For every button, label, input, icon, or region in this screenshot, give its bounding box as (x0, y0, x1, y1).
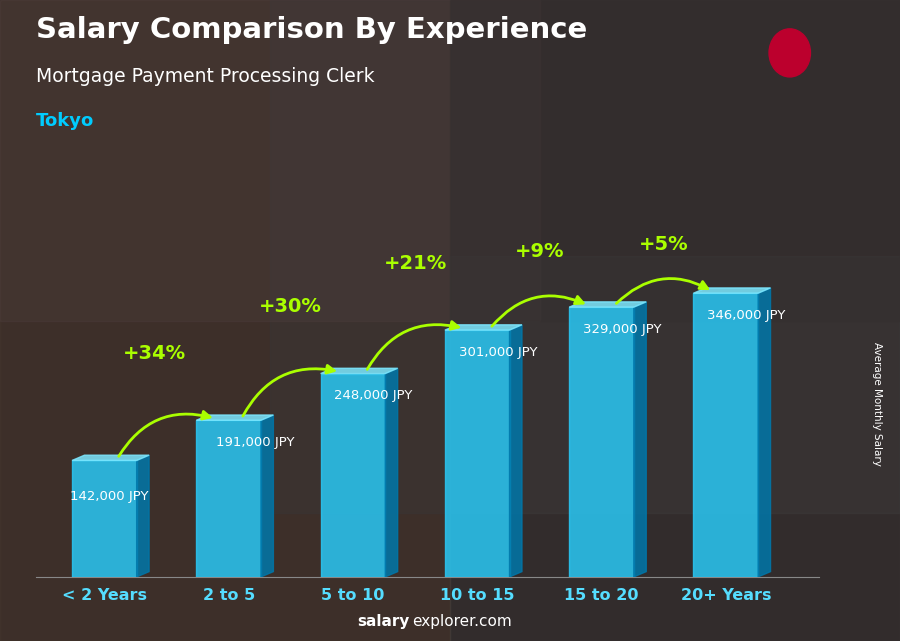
Text: 329,000 JPY: 329,000 JPY (583, 323, 662, 336)
Circle shape (769, 29, 811, 77)
Polygon shape (72, 460, 137, 577)
Polygon shape (385, 369, 398, 577)
Text: Average Monthly Salary: Average Monthly Salary (872, 342, 883, 466)
Polygon shape (320, 374, 385, 577)
Polygon shape (694, 288, 770, 293)
Polygon shape (445, 325, 522, 330)
Text: +34%: +34% (122, 344, 185, 363)
Text: 248,000 JPY: 248,000 JPY (334, 390, 413, 403)
Text: +21%: +21% (383, 254, 446, 273)
Text: +5%: +5% (639, 235, 688, 254)
Polygon shape (569, 307, 634, 577)
Polygon shape (445, 330, 509, 577)
Polygon shape (634, 302, 646, 577)
Polygon shape (569, 302, 646, 307)
Bar (0, 0, 450, 641)
Polygon shape (320, 369, 398, 374)
Text: 191,000 JPY: 191,000 JPY (216, 436, 294, 449)
Text: +30%: +30% (259, 297, 322, 317)
Polygon shape (196, 420, 261, 577)
Polygon shape (261, 415, 274, 577)
Text: 301,000 JPY: 301,000 JPY (459, 346, 537, 359)
Text: Tokyo: Tokyo (36, 112, 94, 130)
Bar (270, 0, 900, 513)
Text: 142,000 JPY: 142,000 JPY (69, 490, 148, 503)
Polygon shape (196, 415, 274, 420)
Polygon shape (72, 455, 149, 460)
Bar (450, 0, 900, 320)
Bar (450, 256, 900, 641)
Text: 346,000 JPY: 346,000 JPY (707, 309, 786, 322)
Polygon shape (509, 325, 522, 577)
Text: Mortgage Payment Processing Clerk: Mortgage Payment Processing Clerk (36, 67, 374, 87)
Polygon shape (137, 455, 149, 577)
Text: salary: salary (357, 615, 410, 629)
Text: explorer.com: explorer.com (412, 615, 512, 629)
Bar (0, 0, 540, 320)
Text: +9%: +9% (515, 242, 564, 261)
Polygon shape (694, 293, 758, 577)
Polygon shape (758, 288, 770, 577)
Text: Salary Comparison By Experience: Salary Comparison By Experience (36, 16, 587, 44)
